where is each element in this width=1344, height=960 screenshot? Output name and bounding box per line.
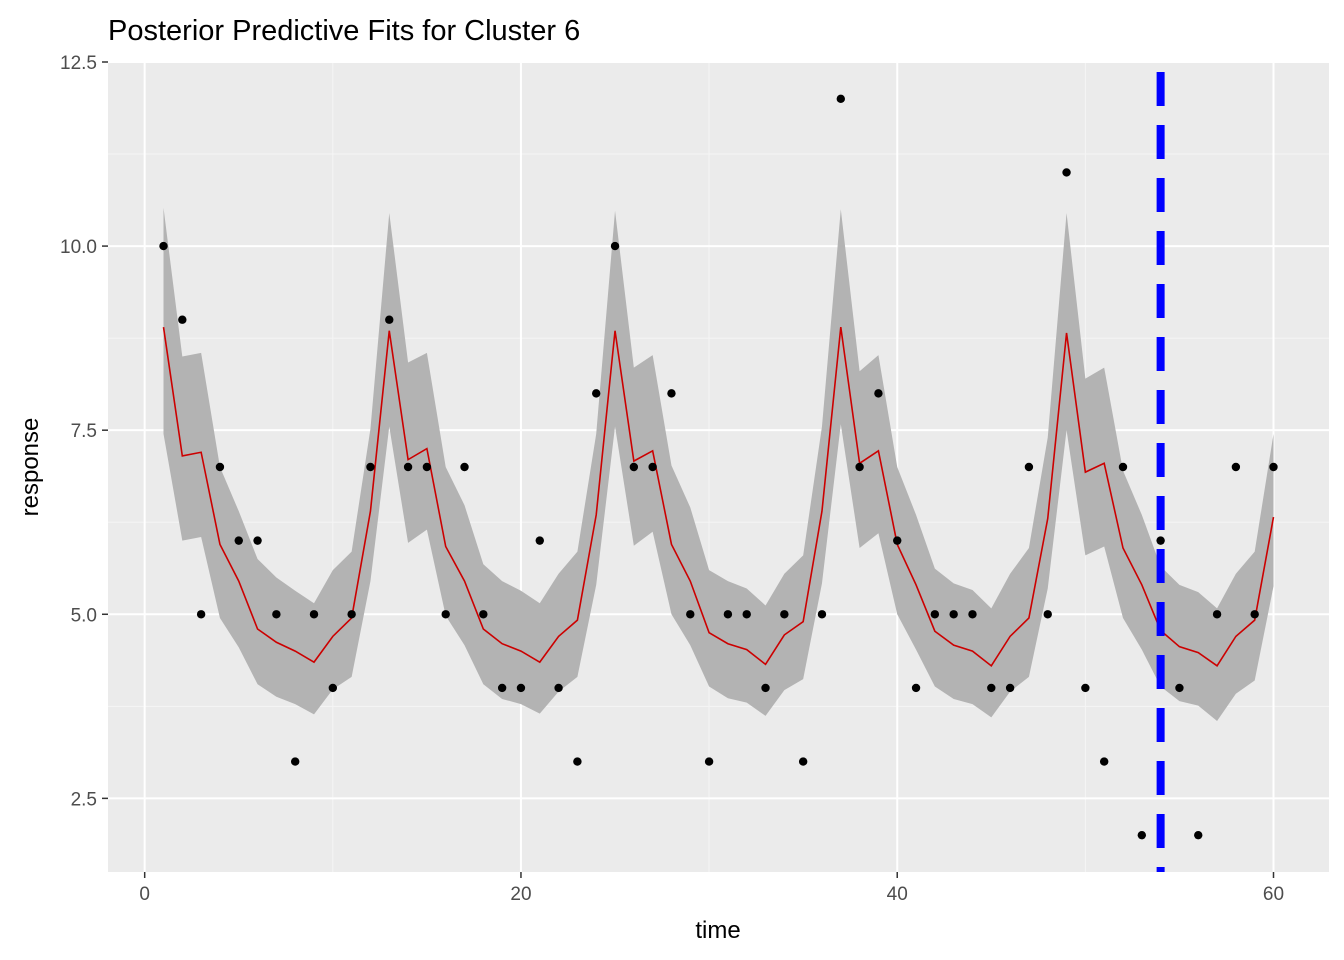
data-point	[441, 610, 450, 619]
data-point	[610, 241, 620, 251]
x-tick-label: 0	[139, 884, 150, 905]
data-point	[1062, 168, 1071, 177]
y-tick-label: 12.5	[60, 53, 97, 74]
data-point	[1231, 462, 1241, 472]
data-point	[836, 94, 845, 104]
data-point	[817, 610, 827, 619]
data-point	[309, 610, 319, 619]
data-point	[347, 610, 356, 619]
data-point	[723, 610, 733, 619]
data-point	[930, 610, 940, 619]
data-point	[761, 683, 770, 693]
data-point	[1175, 683, 1184, 693]
data-point	[780, 610, 789, 619]
grid-minor	[108, 62, 1329, 872]
data-point	[554, 683, 563, 693]
data-point	[385, 315, 394, 324]
data-point	[667, 389, 676, 398]
x-tick-label: 40	[887, 884, 908, 905]
data-point	[215, 462, 225, 472]
data-point	[328, 683, 338, 693]
data-point	[1081, 683, 1090, 693]
data-point	[290, 757, 300, 766]
data-point	[422, 462, 432, 472]
data-point	[535, 536, 544, 545]
y-tick-label: 2.5	[71, 789, 97, 810]
y-tick-label: 10.0	[60, 237, 97, 258]
data-point	[479, 610, 488, 619]
data-point	[1250, 610, 1259, 619]
data-point	[196, 610, 206, 619]
data-point	[460, 462, 469, 472]
y-axis-title: response	[17, 418, 44, 517]
data-point	[987, 683, 996, 693]
data-point	[1043, 610, 1052, 619]
y-tick-label: 5.0	[71, 605, 97, 626]
data-points	[159, 94, 1278, 840]
data-point	[1156, 536, 1165, 545]
data-point	[1005, 683, 1015, 693]
data-point	[949, 610, 958, 619]
data-point	[234, 536, 243, 545]
data-point	[1137, 830, 1147, 840]
data-point	[1212, 610, 1222, 619]
data-point	[742, 610, 751, 619]
data-point	[403, 462, 413, 472]
x-tick-label: 20	[510, 884, 531, 905]
data-point	[648, 462, 657, 472]
x-tick-label: 60	[1263, 884, 1284, 905]
data-point	[516, 683, 526, 693]
data-point	[798, 757, 808, 766]
data-point	[968, 610, 977, 619]
data-point	[159, 241, 168, 251]
data-point	[573, 757, 582, 766]
data-point	[497, 683, 507, 693]
data-point	[1024, 462, 1034, 472]
data-point	[855, 462, 864, 472]
data-point	[178, 315, 187, 324]
x-axis-ticks: 0 20 40 60	[139, 872, 1284, 905]
data-point	[686, 610, 695, 619]
data-point	[893, 536, 902, 545]
x-axis-title: time	[695, 917, 740, 944]
fit-line	[162, 326, 1275, 667]
plot-panel	[108, 62, 1329, 872]
data-point	[911, 683, 921, 693]
credible-ribbon	[163, 207, 1274, 722]
data-point	[1194, 830, 1203, 840]
data-point	[366, 462, 375, 472]
y-axis-ticks: 2.5 5.0 7.5 10.0 12.5	[60, 53, 108, 810]
data-point	[629, 462, 639, 472]
y-tick-label: 7.5	[71, 421, 97, 442]
data-point	[592, 389, 601, 398]
data-point	[272, 610, 281, 619]
data-point	[704, 757, 714, 766]
data-point	[874, 389, 883, 398]
data-point	[1269, 462, 1278, 472]
data-point	[253, 536, 262, 545]
data-point	[1118, 462, 1128, 472]
data-point	[1099, 757, 1109, 766]
chart-title: Posterior Predictive Fits for Cluster 6	[108, 15, 580, 47]
